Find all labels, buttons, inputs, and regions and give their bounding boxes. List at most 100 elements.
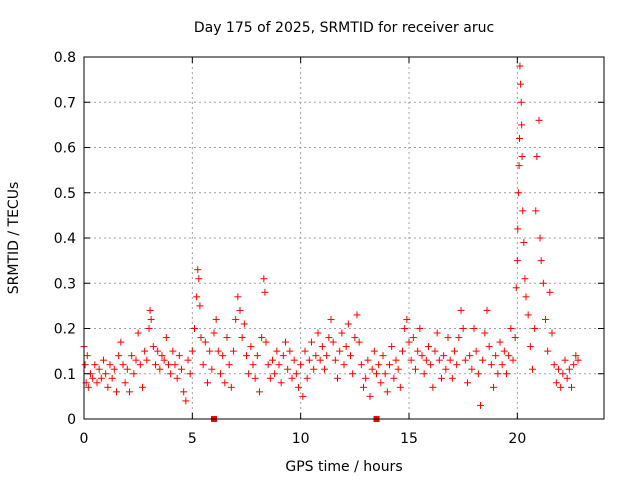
data-point (347, 352, 354, 360)
data-point (407, 356, 415, 364)
data-point (485, 343, 493, 351)
data-point (425, 343, 432, 351)
data-point (342, 343, 350, 351)
data-point (292, 370, 300, 378)
data-point (529, 365, 536, 373)
data-point (505, 352, 513, 360)
data-point (511, 334, 519, 342)
data-point (399, 347, 406, 355)
data-point (362, 374, 370, 382)
data-point (338, 329, 346, 337)
x-tick-label: 10 (292, 431, 310, 447)
data-point (414, 347, 422, 355)
data-point (459, 325, 467, 332)
grid-lines (84, 57, 604, 419)
data-point (336, 347, 344, 355)
data-point (451, 347, 458, 355)
data-point (266, 374, 274, 382)
data-point (197, 334, 205, 342)
data-point (136, 361, 144, 369)
data-point (344, 320, 352, 328)
data-point (429, 383, 437, 391)
data-point (158, 352, 166, 360)
data-point (422, 356, 430, 364)
data-point (308, 338, 315, 346)
data-point (119, 361, 127, 369)
data-point (509, 356, 517, 364)
data-point (570, 361, 578, 369)
data-point (394, 365, 402, 373)
data-point (305, 356, 313, 364)
data-point (188, 347, 196, 355)
data-point (201, 338, 209, 346)
data-point (110, 365, 118, 373)
data-point (546, 288, 554, 296)
data-point (316, 356, 324, 364)
data-point (261, 288, 269, 296)
data-point (204, 379, 211, 387)
data-point (325, 334, 333, 342)
data-point (514, 189, 522, 197)
data-point (169, 347, 177, 355)
data-point (490, 383, 497, 391)
data-point (334, 374, 341, 382)
data-point (574, 356, 582, 364)
data-point (245, 370, 253, 378)
data-point (194, 266, 202, 274)
data-point (290, 356, 298, 364)
data-point (383, 388, 391, 396)
y-tick-label: 0 (67, 412, 76, 428)
data-point (208, 365, 216, 373)
data-point (193, 293, 201, 301)
data-point (433, 329, 441, 337)
data-point (312, 352, 320, 360)
data-point (143, 356, 151, 364)
data-point (126, 388, 133, 396)
data-point (453, 361, 461, 369)
data-point (232, 315, 240, 323)
data-point (258, 334, 266, 342)
data-point (401, 325, 409, 332)
data-point (199, 361, 207, 369)
data-point (494, 370, 502, 378)
data-point (379, 352, 387, 360)
data-point (83, 352, 91, 360)
data-point (544, 347, 552, 355)
data-point (565, 365, 573, 373)
data-point (269, 356, 276, 364)
data-point (522, 293, 530, 301)
x-tick-label: 15 (400, 431, 418, 447)
data-point (531, 325, 539, 332)
data-point (440, 352, 448, 360)
data-point (323, 352, 331, 360)
y-tick-label: 0.1 (54, 367, 76, 383)
data-point (472, 347, 480, 355)
data-point (568, 383, 575, 391)
y-tick-label: 0.8 (54, 50, 76, 66)
data-point (390, 374, 398, 382)
data-point (238, 334, 246, 342)
data-point (368, 365, 376, 373)
axes (83, 56, 605, 420)
data-point (275, 361, 283, 369)
data-point (375, 361, 383, 369)
data-point (221, 379, 229, 387)
data-point (225, 361, 233, 369)
data-point (431, 347, 439, 355)
data-point (532, 207, 540, 215)
data-series (80, 62, 582, 422)
data-point (442, 365, 450, 373)
data-point (321, 365, 328, 373)
data-point (377, 379, 385, 387)
data-point (539, 279, 547, 287)
data-point (481, 329, 489, 337)
data-point (468, 365, 476, 373)
data-point (149, 343, 157, 351)
data-point (386, 361, 393, 369)
data-point (141, 347, 149, 355)
data-point (284, 365, 292, 373)
data-point (521, 275, 529, 283)
x-axis-title: GPS time / hours (285, 459, 402, 475)
data-point (104, 383, 112, 391)
data-point (396, 383, 404, 391)
